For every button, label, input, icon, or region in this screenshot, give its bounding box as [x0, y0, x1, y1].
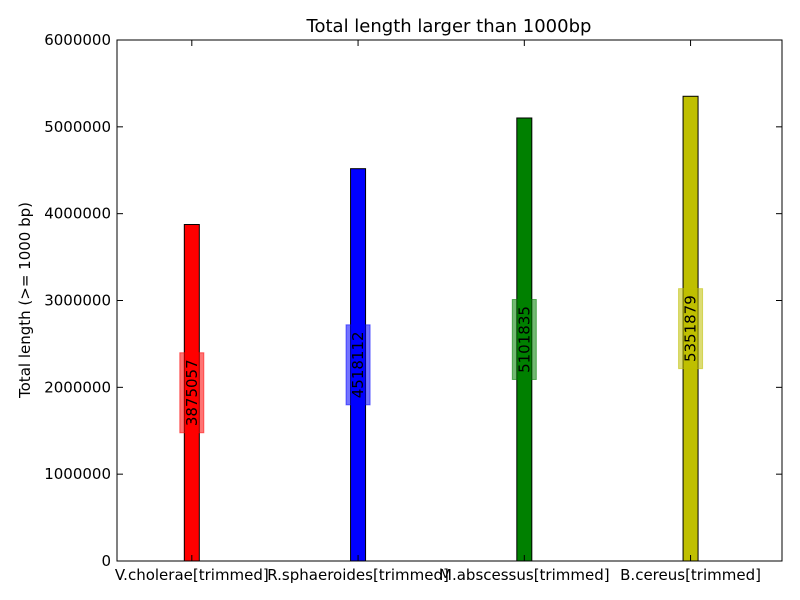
data-label-box	[511, 298, 537, 380]
y-tick-label: 4000000	[44, 205, 111, 223]
data-label-box	[179, 352, 205, 434]
plot-frame	[116, 39, 783, 562]
plot-area: 0 1000000 2000000 3000000 4000000 5000000 6000…	[44, 31, 782, 584]
data-label: 3875057	[183, 359, 201, 426]
y-axis-label: Total length (>= 1000 bp)	[16, 202, 34, 399]
x-tick-label: V.cholerae[trimmed]	[115, 566, 269, 584]
chart-title: Total length larger than 1000bp	[306, 16, 592, 37]
y-tick-label: 1000000	[44, 465, 111, 483]
data-label: 4518112	[349, 331, 367, 398]
data-label-box	[678, 288, 704, 370]
x-tick-label: M.abscessus[trimmed]	[439, 566, 610, 584]
y-tick-label: 2000000	[44, 378, 111, 396]
data-label: 5101835	[515, 306, 533, 373]
y-tick-label: 3000000	[44, 292, 111, 310]
x-tick-label: B.cereus[trimmed]	[620, 566, 761, 584]
y-tick-label: 6000000	[44, 31, 111, 49]
y-tick-label: 0	[101, 552, 111, 570]
x-tick-label: R.sphaeroides[trimmed]	[267, 566, 449, 584]
data-label-box	[345, 324, 371, 406]
data-label: 5351879	[682, 295, 700, 362]
y-tick-label: 5000000	[44, 118, 111, 136]
